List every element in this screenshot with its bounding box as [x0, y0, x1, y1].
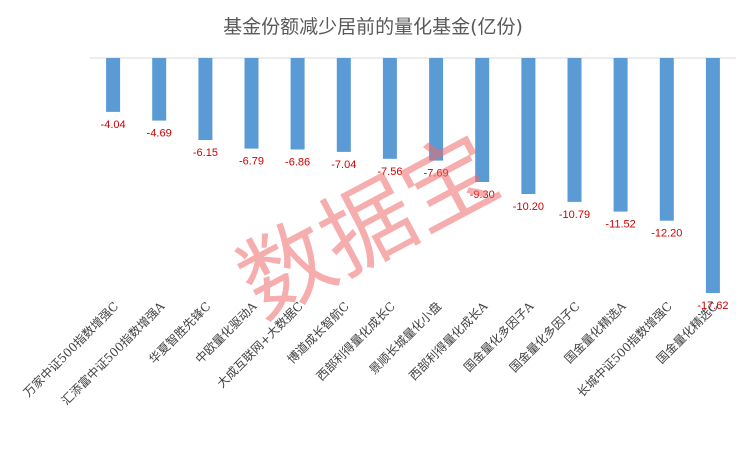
- bar: [290, 58, 305, 150]
- category-label: 西部利得量化成长A: [406, 298, 491, 383]
- category-label: 西部利得量化成长C: [313, 299, 398, 384]
- bar: [521, 58, 536, 194]
- data-label: -7.69: [424, 168, 449, 180]
- bar: [152, 58, 167, 121]
- bar: [382, 58, 397, 159]
- data-label: -10.20: [513, 201, 544, 213]
- chart-title: 基金份额减少居前的量化基金(亿份): [223, 16, 523, 38]
- data-label: -4.69: [147, 128, 172, 140]
- data-label: -7.56: [377, 166, 402, 178]
- data-label: -6.79: [239, 156, 264, 168]
- category-label: 万家中证500指数增强C: [20, 299, 121, 400]
- bar: [705, 58, 720, 293]
- bar: [198, 58, 213, 140]
- data-label: -12.20: [651, 228, 682, 240]
- data-label: -10.79: [559, 209, 590, 221]
- bar: [244, 58, 259, 149]
- data-label: -7.04: [331, 159, 356, 171]
- bar: [106, 58, 121, 112]
- data-label: -4.04: [101, 119, 126, 131]
- data-labels-group: -4.04 -4.69 -6.15 -6.79 -6.86 -7.04 -7.56 -7.69…: [101, 119, 729, 312]
- data-label: -9.30: [470, 189, 495, 201]
- bar: [613, 58, 628, 212]
- bar: [567, 58, 582, 202]
- category-label: 长城中证500指数增强C: [574, 299, 675, 400]
- data-label: -17.62: [697, 300, 728, 312]
- category-labels-group: 万家中证500指数增强C汇添富中证500指数增强A华夏智胜先锋C中欧量化驱动A大…: [20, 298, 721, 408]
- data-label: -6.86: [285, 157, 310, 169]
- bar: [659, 58, 674, 221]
- bar: [475, 58, 490, 182]
- bar: [336, 58, 351, 152]
- bar: [429, 58, 444, 161]
- watermark-text: 数据宝: [221, 115, 515, 339]
- data-label: -6.15: [193, 147, 218, 159]
- bars-group: [106, 58, 720, 293]
- data-label: -11.52: [605, 219, 635, 231]
